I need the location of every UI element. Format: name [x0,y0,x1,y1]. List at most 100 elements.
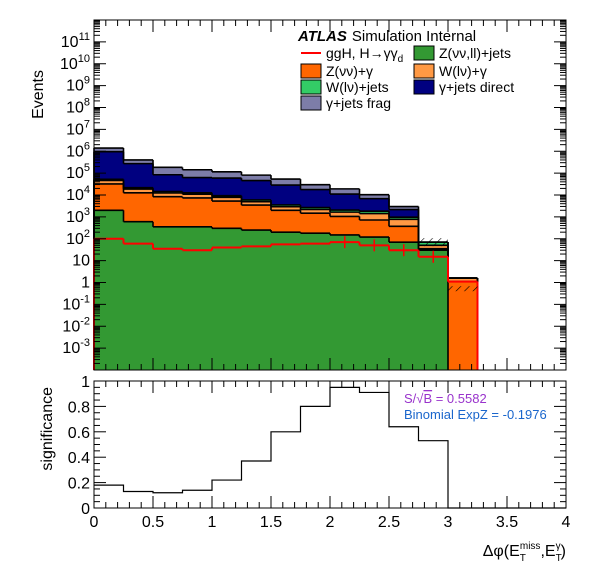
legend-label-ggH: ggH, H→γγd [326,45,403,65]
legend-label-zvv-gamma: Z(νν)+γ [326,63,373,79]
bar [241,201,271,206]
legend-label-wlv-gamma: W(lν)+γ [439,63,487,79]
legend-label-zll-jets: Z(νν,ll)+jets [439,45,511,61]
legend-entry-ggH: ggH, H→γγd [301,45,403,65]
y-tick-label: 1 [81,275,90,292]
bar [389,219,419,227]
y-tick-label: 108 [66,97,90,117]
top-panel: 10-310-210-11101021031041051061071081091… [30,19,567,371]
bar [153,226,183,370]
y-tick-label: 10-2 [62,315,90,335]
bar [271,232,301,370]
atlas-label: ATLAS Simulation Internal [297,28,476,45]
bar [300,189,330,208]
bar [271,210,301,233]
bar [359,219,389,238]
bar [330,234,360,370]
bar [241,230,271,370]
bar [212,228,242,370]
bar [94,180,124,184]
top-y-axis-title: Events [30,70,47,119]
bar [389,226,419,243]
bar [182,197,212,227]
x-tick-label: 0 [90,514,99,531]
y-tick-label: 0.4 [68,450,90,467]
y-tick-label: 0.8 [68,399,90,416]
bar [300,233,330,370]
bar [389,209,419,218]
legend-entry-wlv-jets: W(lν)+jets [300,79,389,95]
bar [153,167,183,175]
x-tick-label: 3.5 [496,514,518,531]
bar [359,237,389,370]
bar [359,213,389,220]
legend-swatch-wlv-jets [300,79,322,95]
legend-swatch-gamma-jets-direct [413,79,435,95]
x-axis-title: Δφ(ETmiss,ETγ) [483,541,566,564]
bar [330,188,360,195]
y-tick-label: 106 [66,140,90,160]
y-tick-label: 107 [66,118,90,138]
y-tick-label: 1010 [60,53,90,73]
y-tick-label: 105 [66,162,90,182]
bar [123,221,153,370]
legend-entry-wlv-gamma: W(lν)+γ [413,63,487,79]
stacked-histograms [93,147,479,370]
bar [359,194,389,199]
legend-label-wlv-jets: W(lν)+jets [326,79,389,95]
y-tick-label: 109 [66,75,90,95]
bar [182,226,212,370]
bottom-y-axis: 0 0.2 0.4 0.6 0.8 1 [68,374,566,518]
bar [153,174,183,192]
bar [212,195,242,198]
bar [271,179,301,186]
bar [123,192,153,222]
bar [212,201,242,229]
bar [300,207,330,210]
legend-label-gamma-jets-direct: γ+jets direct [439,79,514,95]
x-tick-label: 3 [444,514,453,531]
y-tick-label: 104 [66,184,90,204]
bar [182,169,212,178]
significance-step [94,386,566,509]
legend-entry-zll-jets: Z(νν,ll)+jets [413,45,511,61]
uncertainty-band [418,238,448,247]
bar [359,211,389,214]
bar [418,245,448,249]
atlas-label-bold: ATLAS [297,28,347,45]
y-tick-label: 0.2 [68,476,90,493]
x-tick-label: 2.5 [378,514,400,531]
bar [448,281,478,370]
legend-swatch-zvv-gamma [300,63,322,79]
bar [271,185,301,205]
bar [389,206,419,210]
bar [123,159,153,164]
legend-entry-gamma-jets-frag: γ+jets frag [300,95,391,111]
legend-entry-gamma-jets-direct: γ+jets direct [413,79,514,95]
y-tick-label: 1 [81,374,90,391]
series-z-vv-gamma [94,183,478,370]
bar [389,217,419,220]
bar [153,192,183,197]
y-tick-label: 103 [66,206,90,226]
x-tick-label: 1 [208,514,217,531]
legend-swatch-wlv-gamma [413,63,435,79]
series-z-ll-jets [94,210,448,370]
y-tick-label: 10 [72,253,90,270]
bottom-panel: 0 0.2 0.4 0.6 0.8 1 0 0.5 1 1.5 2 2.5 3 3.5 4 signifi… [39,374,571,564]
legend: ggH, H→γγd Z(νν,ll)+jets Z(νν)+γ W(lν)+γ… [300,45,514,111]
bar [300,213,330,234]
bar [212,171,242,179]
bar [182,177,212,193]
legend-entry-zvv-gamma: Z(νν)+γ [300,63,373,79]
y-tick-label: 10-1 [62,293,90,313]
bottom-x-axis: 0 0.5 1 1.5 2 2.5 3 3.5 4 [90,381,571,531]
bar [123,163,153,188]
stack-outline [93,209,449,370]
significance-annotation-sb: S/√B = 0.5582 [404,391,487,406]
legend-label-gamma-jets-frag: γ+jets frag [326,95,391,111]
bar [212,178,242,196]
signal-histogram [93,236,479,370]
bar [94,210,124,370]
